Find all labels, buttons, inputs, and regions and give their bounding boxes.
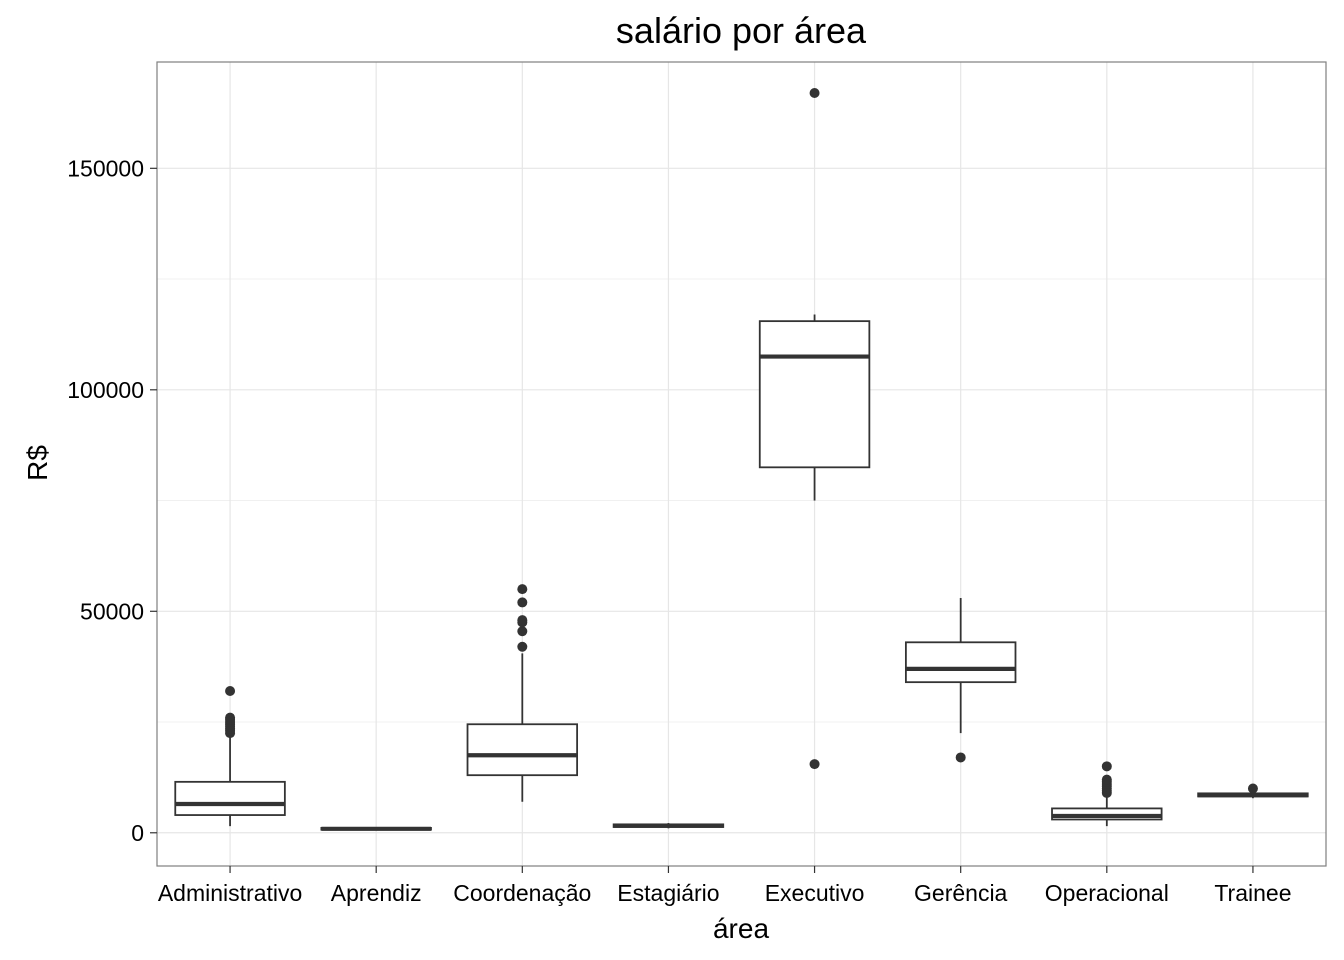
y-tick-label: 0 [131,820,144,846]
box-group-operacional [1051,761,1163,827]
x-tick-label: Operacional [1045,880,1169,906]
plot-panel-border [156,61,1327,867]
chart-title: salário por área [616,10,867,51]
box-group-gerência [904,598,1017,763]
x-tick-label: Estagiário [617,880,719,906]
box-iqr [174,780,286,816]
x-tick-label: Administrativo [158,880,302,906]
box-iqr [758,320,871,469]
box-group-aprendiz [320,826,432,831]
x-tick-label: Gerência [914,880,1008,906]
outlier-point [1101,774,1112,785]
box-iqr [904,641,1017,684]
y-axis-title: R$ [22,445,53,481]
y-tick-label: 100000 [67,377,144,403]
outlier-point [517,641,528,652]
outlier-point [955,752,966,763]
outlier-point [225,686,236,697]
outlier-point [809,88,820,99]
plot-panel-background [157,62,1326,866]
box-group-executivo [758,88,871,770]
outlier-point [225,712,236,723]
x-tick-label: Coordenação [453,880,591,906]
outlier-point [517,597,528,608]
box-iqr [466,723,579,777]
outlier-point [517,626,528,637]
x-axis-title: área [713,913,769,944]
outlier-point [809,759,820,770]
y-tick-label: 50000 [80,598,144,624]
box-group-coordenação [466,584,579,802]
outlier-point [1247,783,1258,794]
x-tick-label: Aprendiz [331,880,422,906]
outlier-point [517,584,528,595]
y-tick-label: 150000 [67,155,144,181]
outlier-point [517,615,528,626]
box-group-trainee [1197,783,1309,799]
box-group-estagiário [612,823,725,829]
x-tick-label: Executivo [765,880,865,906]
x-tick-label: Trainee [1214,880,1291,906]
outlier-point [1101,761,1112,772]
box-group-administrativo [174,686,286,827]
